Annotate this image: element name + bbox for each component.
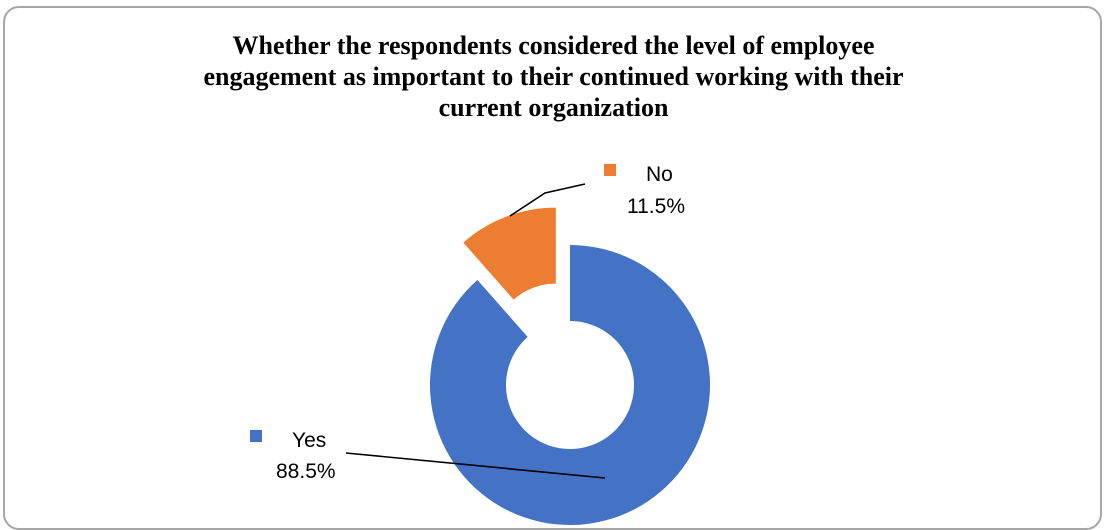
data-label-no-name: No xyxy=(646,163,673,186)
slice-no xyxy=(463,207,556,300)
chart-title-line: engagement as important to their continu… xyxy=(203,62,904,91)
chart-title: Whether the respondents considered the l… xyxy=(0,30,1107,123)
data-label-yes-value: 88.5% xyxy=(276,460,336,483)
chart-title-line: current organization xyxy=(438,93,669,122)
data-label-no-value: 11.5% xyxy=(627,195,685,218)
slice-yes xyxy=(429,245,711,525)
legend-key-yes xyxy=(250,430,262,442)
leader-line-yes xyxy=(345,452,606,479)
leader-line-no xyxy=(509,183,586,217)
data-label-yes-name: Yes xyxy=(292,429,326,452)
legend-key-no xyxy=(604,164,616,176)
chart-title-line: Whether the respondents considered the l… xyxy=(232,31,875,60)
